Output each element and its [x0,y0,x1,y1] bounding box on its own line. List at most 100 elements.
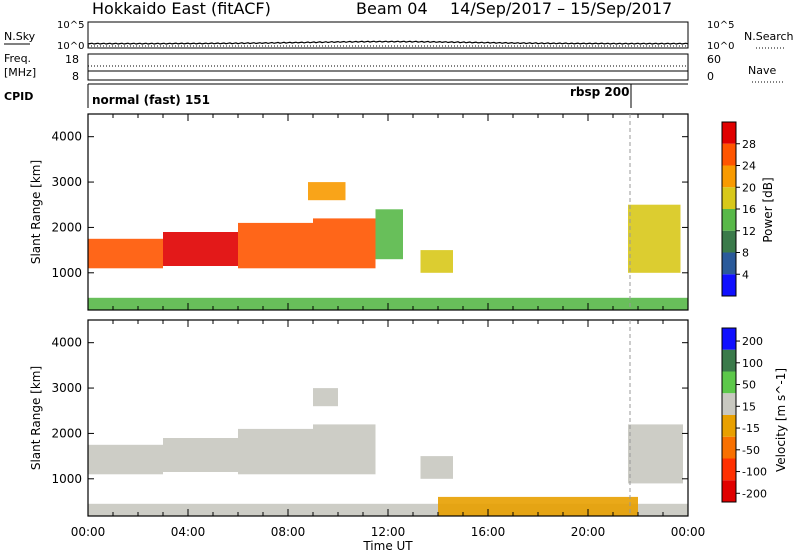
date-range: 14/Sep/2017 – 15/Sep/2017 [450,0,672,18]
colorbar-block [722,143,736,166]
colorbar-tick-label: -200 [742,487,767,500]
x-tick-label: 20:00 [571,525,606,539]
freq-axis-left-top: 18 [65,53,79,66]
y-tick-label: 4000 [51,130,82,144]
station-title: Hokkaido East (fitACF) [92,0,271,18]
colorbar-tick-label: 28 [742,138,756,151]
cpid-mode-rbsp: rbsp 200 [570,85,629,99]
velocity-y-ticks: 1000 2000 3000 4000 [51,336,688,486]
velocity-echo-region [163,438,238,472]
colorbar-block [722,349,736,372]
freq-panel: Freq. [MHz] Nave 18 8 60 0 [4,52,784,83]
x-tick-labels: 00:00 04:00 08:00 12:00 16:00 20:00 00:00 [71,525,706,539]
power-x-ticks [87,114,689,310]
power-echo-region [313,218,376,269]
colorbar-tick-label: 16 [742,203,756,216]
colorbar-block [722,393,736,416]
freq-axis-right-bottom: 0 [707,70,714,83]
noise-panel: N.Sky N.Search 10^5 10^0 10^5 10^0 [4,20,794,52]
colorbar-block [722,187,736,210]
y-tick-label: 3000 [51,381,82,395]
colorbar-block [722,209,736,231]
colorbar-block [722,436,736,459]
freq-axis-left-bottom: 8 [72,70,79,83]
y-tick-label: 3000 [51,175,82,189]
power-echo-region [375,209,403,260]
power-colorbar-blocks [722,122,736,297]
x-tick-label: 00:00 [71,525,106,539]
colorbar-block [722,371,736,394]
colorbar-tick-label: 12 [742,225,756,238]
x-tick-label: 12:00 [371,525,406,539]
freq-axis-right-top: 60 [707,53,721,66]
power-echo-region [163,232,238,266]
colorbar-tick-label: 4 [742,268,749,281]
velocity-colorbar: 200 100 50 15 -15 -50 -100 -200 Velocity [m s^-… [721,327,788,503]
noise-axis-left-top: 10^5 [57,20,84,31]
noise-axis-right-bottom: 10^0 [707,41,734,52]
cpid-mode-normal: normal (fast) 151 [92,93,210,107]
colorbar-tick-label: -15 [742,422,760,435]
colorbar-tick-label: 24 [742,160,756,173]
power-echo-region [308,182,346,201]
power-y-ticks: 1000 2000 3000 4000 [51,130,688,280]
colorbar-tick-label: 200 [742,335,763,348]
noise-axis-left-bottom: 10^0 [57,41,84,52]
cpid-label: CPID [4,90,33,103]
x-tick-label: 16:00 [471,525,506,539]
colorbar-block [722,458,736,481]
beam-label: Beam 04 [356,0,428,18]
power-y-axis-label: Slant Range [km] [29,160,43,264]
x-tick-label: 00:00 [671,525,706,539]
nsky-label: N.Sky [4,30,36,43]
colorbar-block [722,252,736,275]
velocity-colorbar-label: Velocity [m s^-1] [774,368,788,472]
velocity-echo-region [238,428,313,475]
velocity-echo-region [628,424,683,484]
power-echo-region [88,238,163,269]
power-echo-region [238,222,313,269]
power-echo-region [628,204,681,273]
velocity-y-axis-label: Slant Range [km] [29,366,43,470]
freq-label: Freq. [4,52,31,65]
nave-label: Nave [748,64,776,77]
colorbar-tick-label: 15 [742,400,756,413]
velocity-panel: 1000 2000 3000 4000 Slant Range [km] [29,319,689,517]
cpid-panel: CPID normal (fast) 151 rbsp 200 [4,83,688,108]
velocity-colorbar-ticks: 200 100 50 15 -15 -50 -100 -200 [736,335,767,500]
velocity-echo-region [88,444,163,475]
colorbar-tick-label: -100 [742,466,767,479]
freq-unit-label: [MHz] [4,66,36,79]
colorbar-block [722,230,736,253]
velocity-echo-region [313,388,338,407]
velocity-x-ticks [87,320,689,516]
colorbar-tick-label: 8 [742,247,749,260]
velocity-echo-region [420,456,453,479]
velocity-echo-region [313,424,376,475]
power-colorbar-label: Power [dB] [761,177,775,242]
power-panel: 1000 2000 3000 4000 Slant Range [km] [29,113,689,311]
colorbar-tick-label: -50 [742,444,760,457]
power-echo-cells [88,182,688,311]
colorbar-block [722,165,736,188]
nsearch-label: N.Search [744,30,794,43]
y-tick-label: 1000 [51,472,82,486]
colorbar-block [722,274,736,297]
colorbar-block [722,415,736,437]
power-colorbar-ticks: 4 8 12 16 20 24 28 [736,138,756,281]
noise-sky-line [87,40,689,45]
noise-axis-right-top: 10^5 [707,20,734,31]
colorbar-block [722,122,736,144]
power-colorbar: 4 8 12 16 20 24 28 Power [dB] [721,121,775,297]
colorbar-block [722,480,736,503]
velocity-colorbar-blocks [722,328,736,503]
colorbar-tick-label: 100 [742,357,763,370]
y-tick-label: 1000 [51,266,82,280]
x-tick-label: 08:00 [271,525,306,539]
x-axis-label: Time UT [362,539,413,553]
x-tick-label: 04:00 [171,525,206,539]
y-tick-label: 4000 [51,336,82,350]
colorbar-tick-label: 50 [742,379,756,392]
power-echo-region [420,250,453,273]
